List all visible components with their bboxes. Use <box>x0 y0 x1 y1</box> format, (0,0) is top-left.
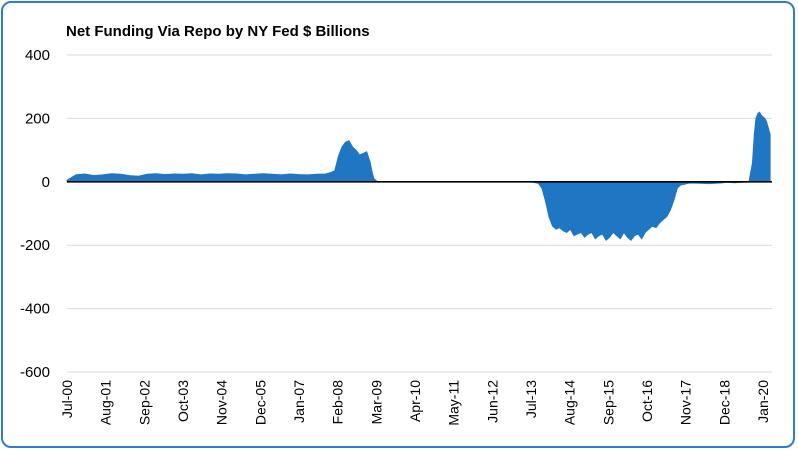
y-tick-label: -200 <box>20 237 50 254</box>
x-tick-label: Jun-12 <box>485 380 501 423</box>
y-tick-label: 200 <box>25 110 50 127</box>
x-tick-label: May-11 <box>446 380 462 426</box>
x-tick-label: Nov-04 <box>214 380 230 425</box>
x-tick-label: Nov-17 <box>678 380 694 425</box>
x-tick-label: Aug-01 <box>98 380 114 425</box>
x-tick-label: Jan-20 <box>755 380 771 423</box>
x-tick-label: Dec-18 <box>717 380 733 425</box>
y-tick-label: -600 <box>20 364 50 381</box>
series-area-path <box>66 111 771 242</box>
x-tick-label: Jul-00 <box>59 380 75 418</box>
y-axis-ticks: 400 200 0 -200 -400 -600 <box>20 47 50 381</box>
series-area <box>66 111 771 242</box>
x-axis-ticks: Jul-00 Aug-01 Sep-02 Oct-03 Nov-04 Dec-05 Jan-… <box>59 380 771 426</box>
x-tick-label: Jul-13 <box>523 380 539 418</box>
y-tick-label: 400 <box>25 47 50 64</box>
x-tick-label: Apr-10 <box>407 380 423 422</box>
x-tick-label: Sep-02 <box>137 380 153 425</box>
y-tick-label: 0 <box>42 174 50 191</box>
x-tick-label: Sep-15 <box>601 380 617 425</box>
x-tick-label: Oct-16 <box>639 380 655 422</box>
chart-title: Net Funding Via Repo by NY Fed $ Billion… <box>66 23 370 40</box>
x-tick-label: Aug-14 <box>562 380 578 425</box>
x-tick-label: Mar-09 <box>369 380 385 425</box>
y-tick-label: -400 <box>20 301 50 318</box>
x-tick-label: Feb-08 <box>330 380 346 425</box>
x-tick-label: Dec-05 <box>253 380 269 425</box>
x-tick-label: Oct-03 <box>175 380 191 422</box>
x-tick-label: Jan-07 <box>291 380 307 423</box>
